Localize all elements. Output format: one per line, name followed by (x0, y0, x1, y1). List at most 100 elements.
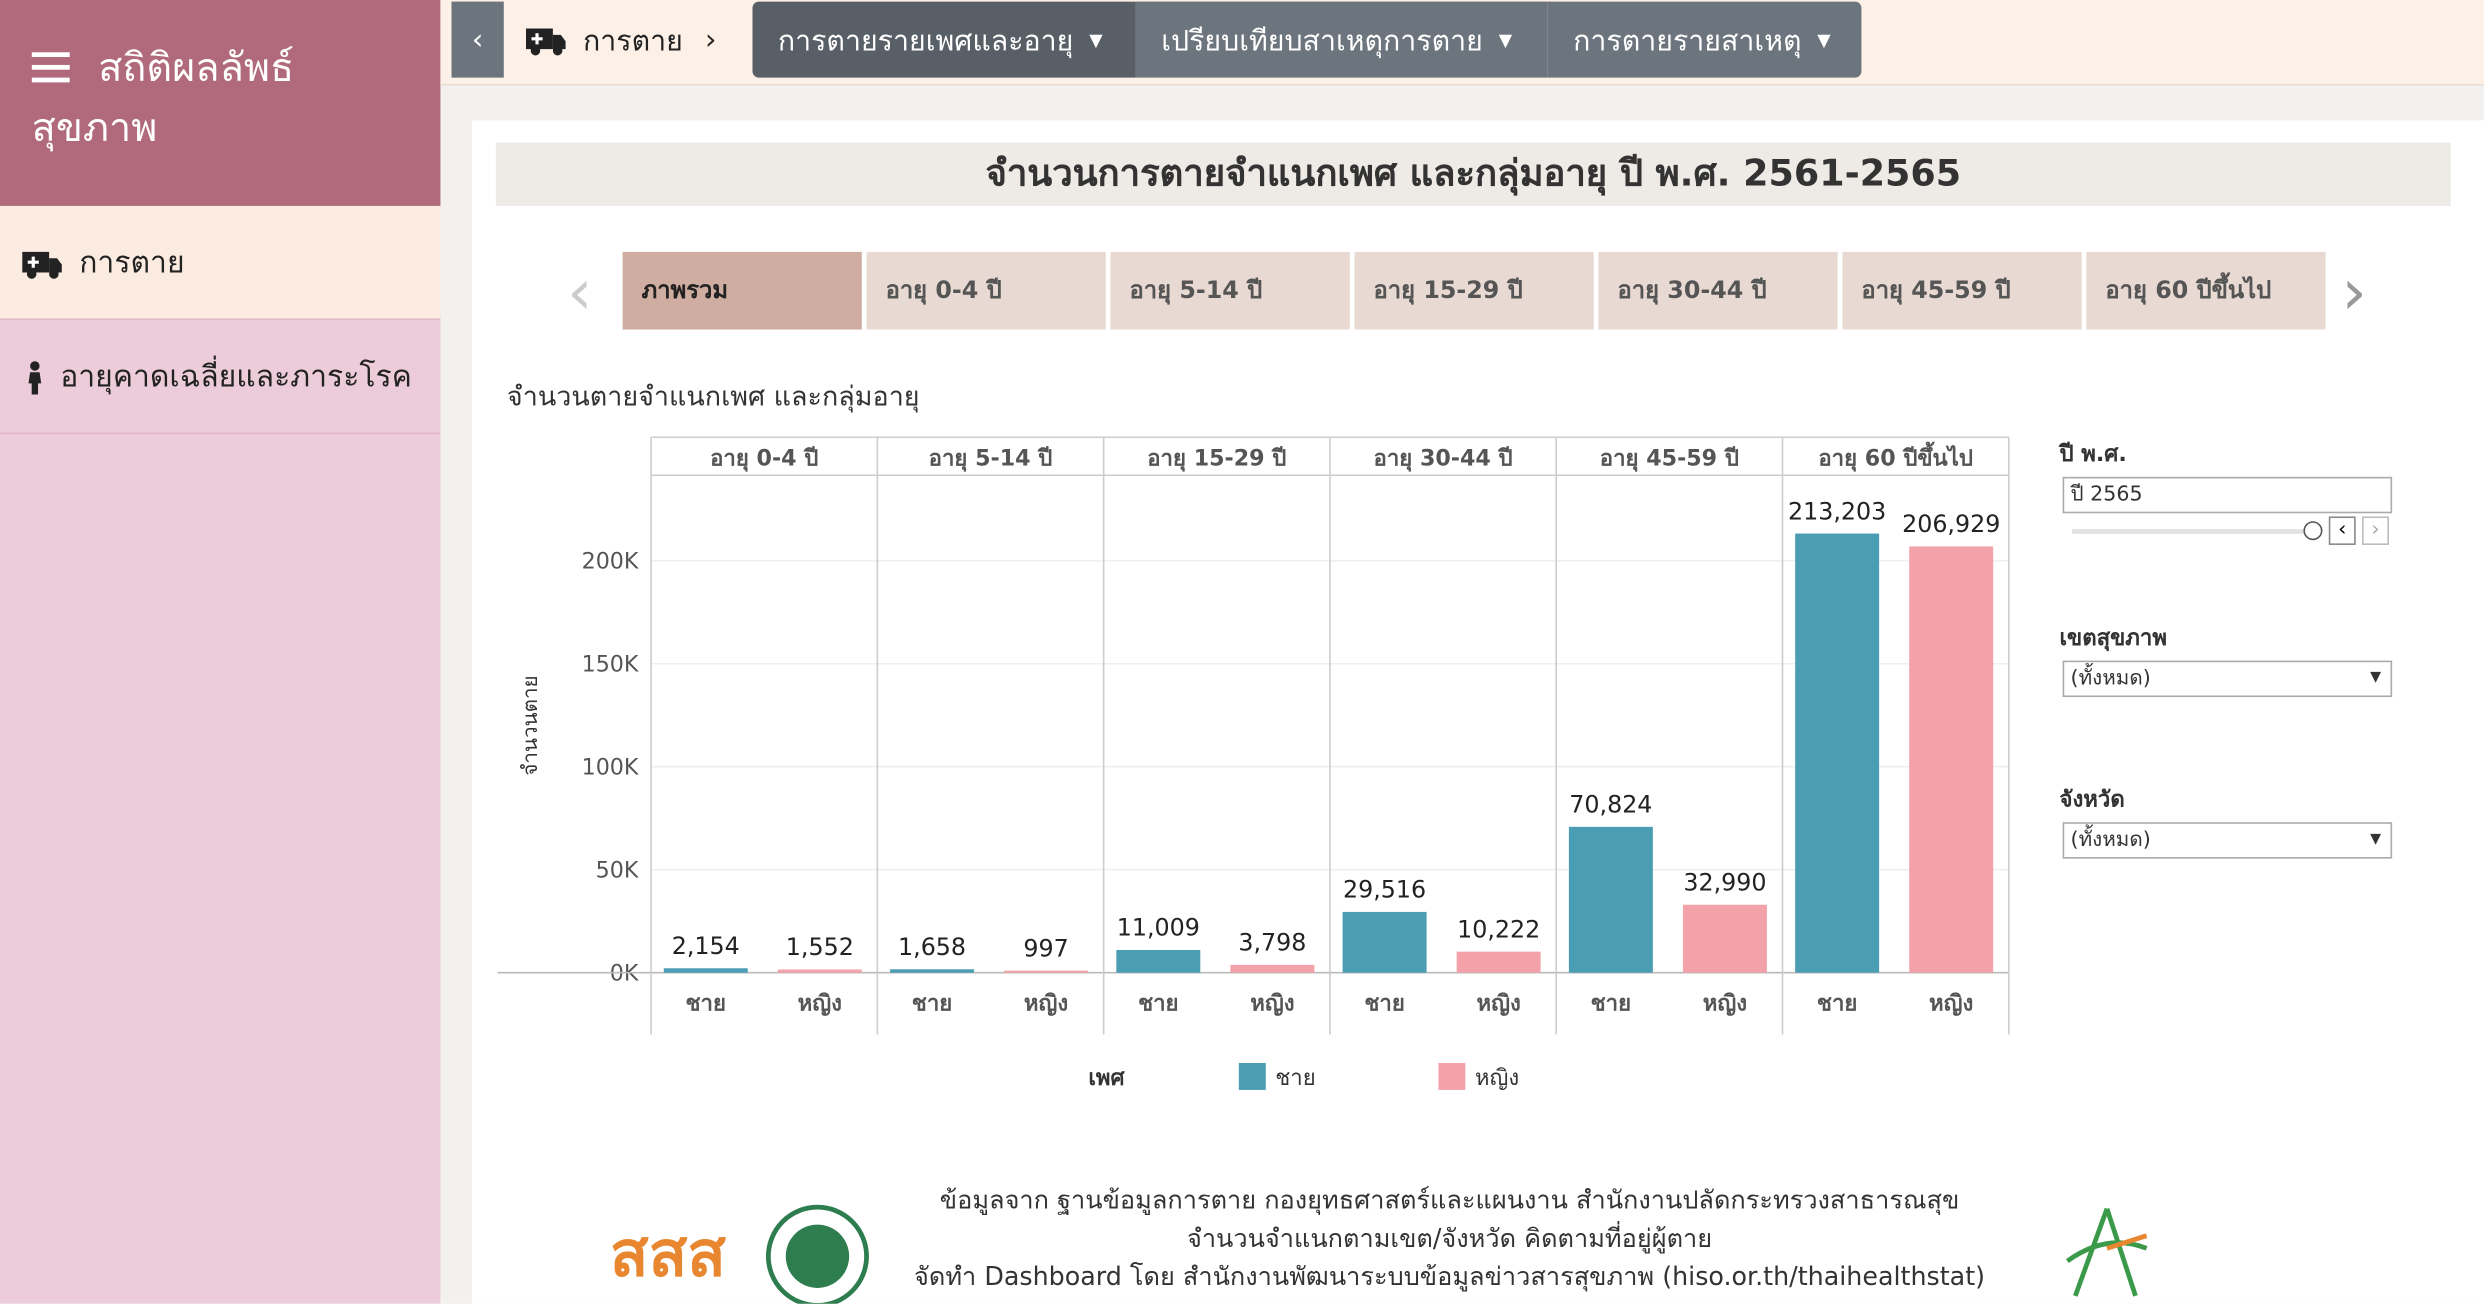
menu-label: อายุคาดเฉลี่ยและภาระโรค (60, 358, 412, 394)
filter-box[interactable]: ปี 2565 (2062, 476, 2393, 514)
bar (1682, 904, 1767, 973)
y-tick-label: 100K (582, 755, 639, 781)
filter-label: จังหวัด (2059, 787, 2125, 813)
x-tick-label: ชาย (1138, 991, 1178, 1017)
x-tick-label: หญิง (1024, 991, 1068, 1017)
breadcrumb[interactable]: การตาย › (504, 2, 753, 78)
breadcrumb-label: การตาย (582, 24, 683, 58)
footer-line: จัดทำ Dashboard โดย สำนักงานพัฒนาระบบข้อ… (914, 1261, 1986, 1292)
y-tick-label: 150K (582, 652, 639, 678)
sidebar-header: สถิติผลลัพธ์ สุขภาพ (0, 0, 441, 206)
y-tick-label: 200K (582, 549, 639, 575)
facet-label: อายุ 30-44 ปี (1374, 446, 1513, 473)
filter-box[interactable]: (ทั้งหมด) ▼ (2062, 660, 2393, 698)
bar (1004, 970, 1089, 973)
filter-label: ปี พ.ศ. (2059, 441, 2127, 468)
tab[interactable]: อายุ 60 ปีขึ้นไป (2086, 251, 2326, 330)
nav-label: เปรียบเทียบสาเหตุการตาย (1161, 24, 1483, 58)
nav-label: การตายรายสาเหตุ (1573, 24, 1802, 58)
facet-label: อายุ 45-59 ปี (1600, 446, 1739, 473)
facet-label: อายุ 60 ปีขึ้นไป (1818, 441, 1973, 473)
footer-line: จำนวนจำแนกตามเขต/จังหวัด คิดตามที่อยู่ผู… (1186, 1223, 1713, 1254)
nav-button[interactable]: เปรียบเทียบสาเหตุการตาย ▼ (1135, 1, 1548, 78)
svg-text:สสส: สสส (610, 1216, 726, 1290)
tab[interactable]: อายุ 45-59 ปี (1842, 251, 2082, 330)
menu-label: การตาย (79, 244, 185, 280)
legend-swatch (1438, 1062, 1466, 1090)
filter-label: เขตสุขภาพ (2059, 625, 2168, 652)
x-tick-label: หญิง (1703, 991, 1747, 1017)
bar (1342, 911, 1427, 973)
menu-item[interactable]: อายุคาดเฉลี่ยและภาระโรค (0, 320, 441, 435)
legend-title: เพศ (1088, 1065, 1125, 1091)
y-axis-label: จำนวนตาย (518, 675, 542, 775)
value-label: 70,824 (1569, 791, 1652, 819)
menu-icon[interactable] (31, 51, 73, 86)
app-title: สุขภาพ (31, 104, 158, 151)
x-tick-label: ชาย (1817, 991, 1857, 1017)
x-tick-label: ชาย (1364, 991, 1404, 1017)
menu-item[interactable]: การตาย (0, 205, 441, 321)
x-tick-label: ชาย (1591, 991, 1631, 1017)
tab[interactable]: อายุ 15-29 ปี (1354, 251, 1594, 330)
next-year[interactable]: › (2362, 516, 2389, 545)
tab[interactable]: อายุ 5-14 ปี (1110, 251, 1350, 330)
slider-handle[interactable] (2303, 521, 2323, 541)
x-tick-label: หญิง (1250, 991, 1294, 1017)
value-label: 2,154 (672, 932, 740, 960)
chart-title: จำนวนตายจำแนกเพศ และกลุ่มอายุ (507, 382, 920, 413)
app-title: สถิติผลลัพธ์ (98, 44, 295, 91)
value-label: 997 (1023, 934, 1068, 962)
legend-swatch (1238, 1062, 1266, 1090)
value-label: 32,990 (1683, 868, 1766, 896)
footer-line: ข้อมูลจาก ฐานข้อมูลการตาย กองยุทธศาสตร์แ… (939, 1184, 1960, 1216)
x-tick-label: ชาย (912, 991, 952, 1017)
bar (1568, 826, 1653, 973)
tab[interactable]: ภาพรวม (622, 251, 862, 330)
x-tick-label: หญิง (1929, 991, 1973, 1017)
bar (1909, 546, 1994, 973)
y-tick-label: 0K (610, 961, 639, 987)
bar (1116, 950, 1201, 973)
nav-button[interactable]: การตายรายเพศและอายุ ▼ (752, 1, 1136, 78)
prev-year[interactable]: ‹ (2328, 516, 2356, 545)
bar (1795, 533, 1880, 973)
bar (777, 969, 862, 973)
bar (1456, 951, 1541, 973)
hiso-logo (2065, 1207, 2148, 1297)
logos: สสส (610, 1204, 869, 1304)
facet-label: อายุ 15-29 ปี (1147, 446, 1286, 473)
legend-label: หญิง (1475, 1065, 1519, 1091)
back-button[interactable]: ‹ (451, 1, 504, 78)
tab[interactable]: อายุ 0-4 ปี (866, 251, 1106, 330)
filter-box[interactable]: (ทั้งหมด) ▼ (2062, 822, 2393, 859)
value-label: 1,658 (898, 933, 966, 961)
y-tick-label: 50K (596, 858, 639, 884)
legend-label: ชาย (1275, 1065, 1315, 1091)
value-label: 11,009 (1117, 914, 1200, 942)
value-label: 213,203 (1788, 497, 1886, 525)
tab-next[interactable]: › (2341, 256, 2367, 330)
x-tick-label: หญิง (1476, 991, 1520, 1017)
value-label: 206,929 (1902, 510, 2000, 538)
nav-label: การตายรายเพศและอายุ (777, 24, 1074, 58)
bar (1230, 964, 1315, 973)
value-label: 29,516 (1343, 876, 1426, 904)
value-label: 10,222 (1457, 915, 1540, 943)
x-tick-label: ชาย (686, 991, 726, 1017)
facet-label: อายุ 5-14 ปี (929, 446, 1053, 473)
tab[interactable]: อายุ 30-44 ปี (1598, 251, 1838, 330)
value-label: 1,552 (786, 933, 854, 961)
bar (890, 969, 975, 973)
tab-prev[interactable]: ‹ (567, 256, 593, 330)
facet-label: อายุ 0-4 ปี (710, 446, 818, 473)
value-label: 3,798 (1238, 929, 1306, 957)
nav-button[interactable]: การตายรายสาเหตุ ▼ (1547, 1, 1862, 78)
dropdown-arrow: ▼ (2370, 831, 2382, 848)
dropdown-arrow: ▼ (2370, 670, 2382, 686)
slider-track (2072, 529, 2313, 534)
x-tick-label: หญิง (798, 991, 842, 1017)
